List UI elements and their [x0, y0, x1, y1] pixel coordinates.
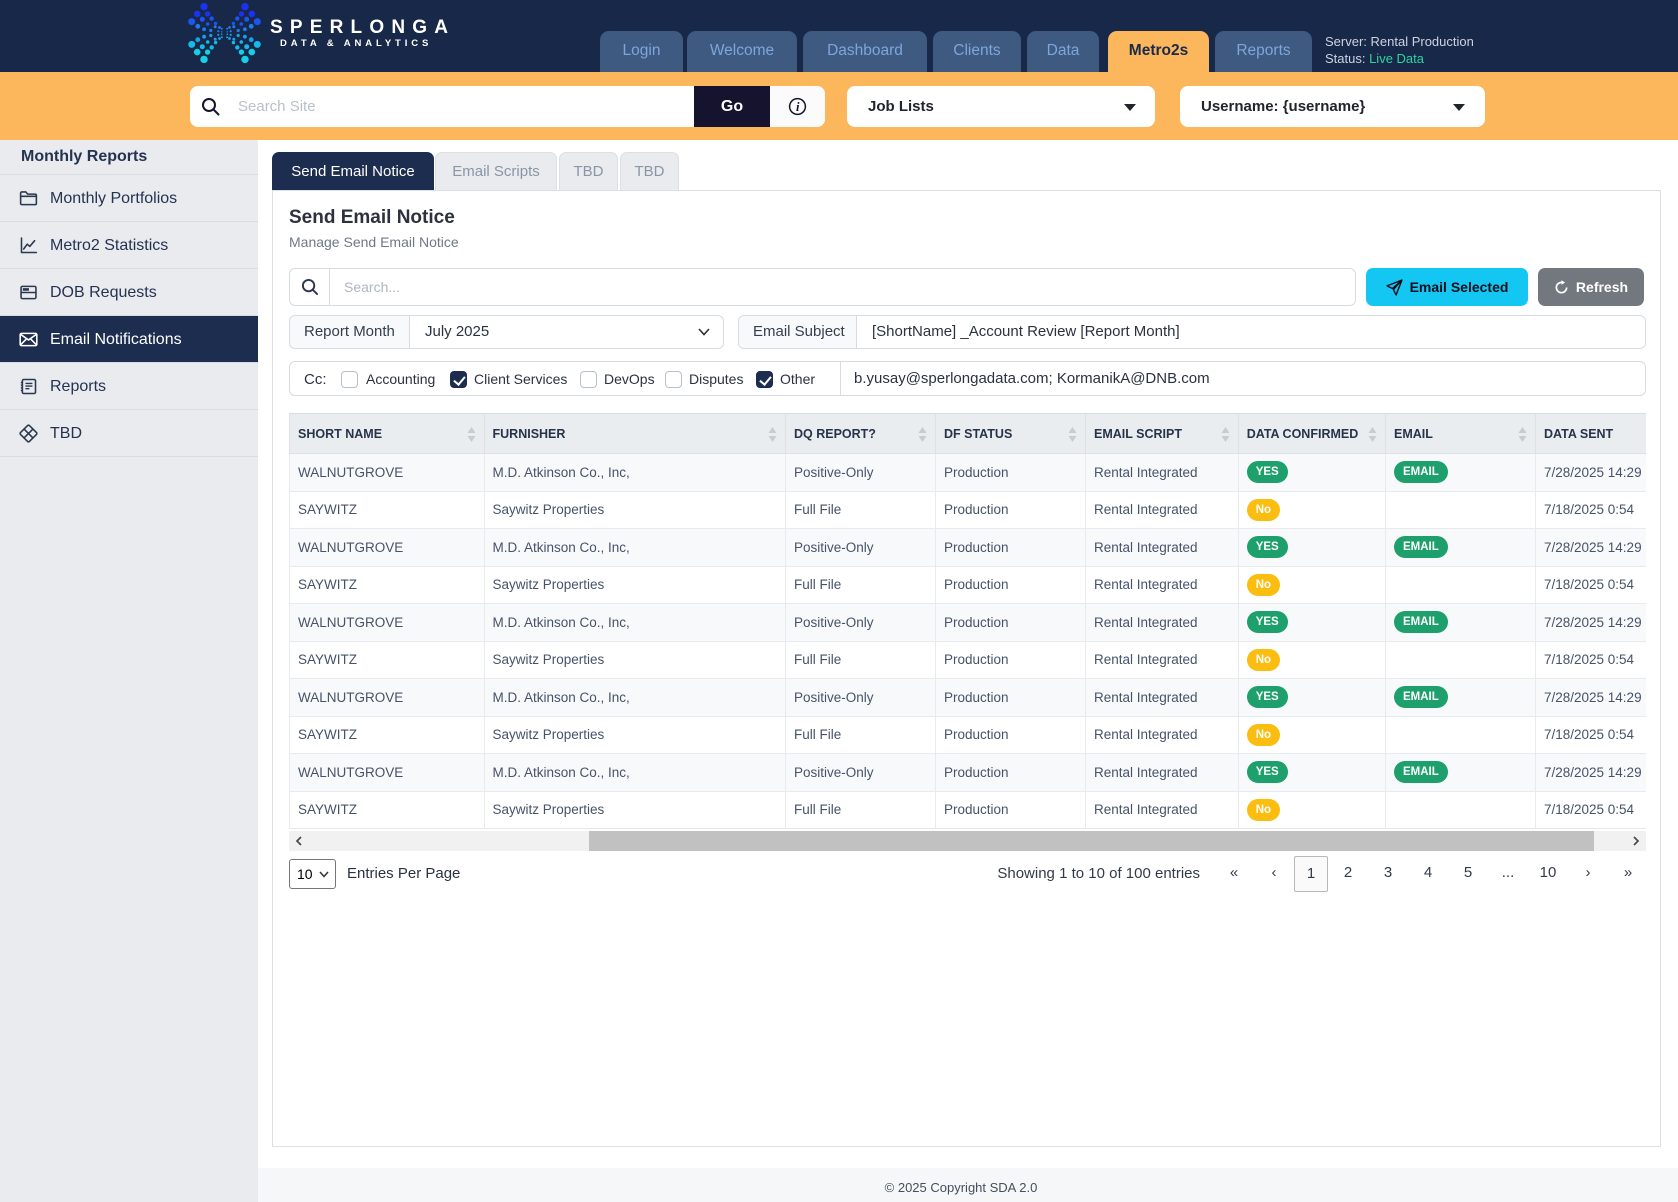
svg-text:i: i [796, 100, 800, 114]
